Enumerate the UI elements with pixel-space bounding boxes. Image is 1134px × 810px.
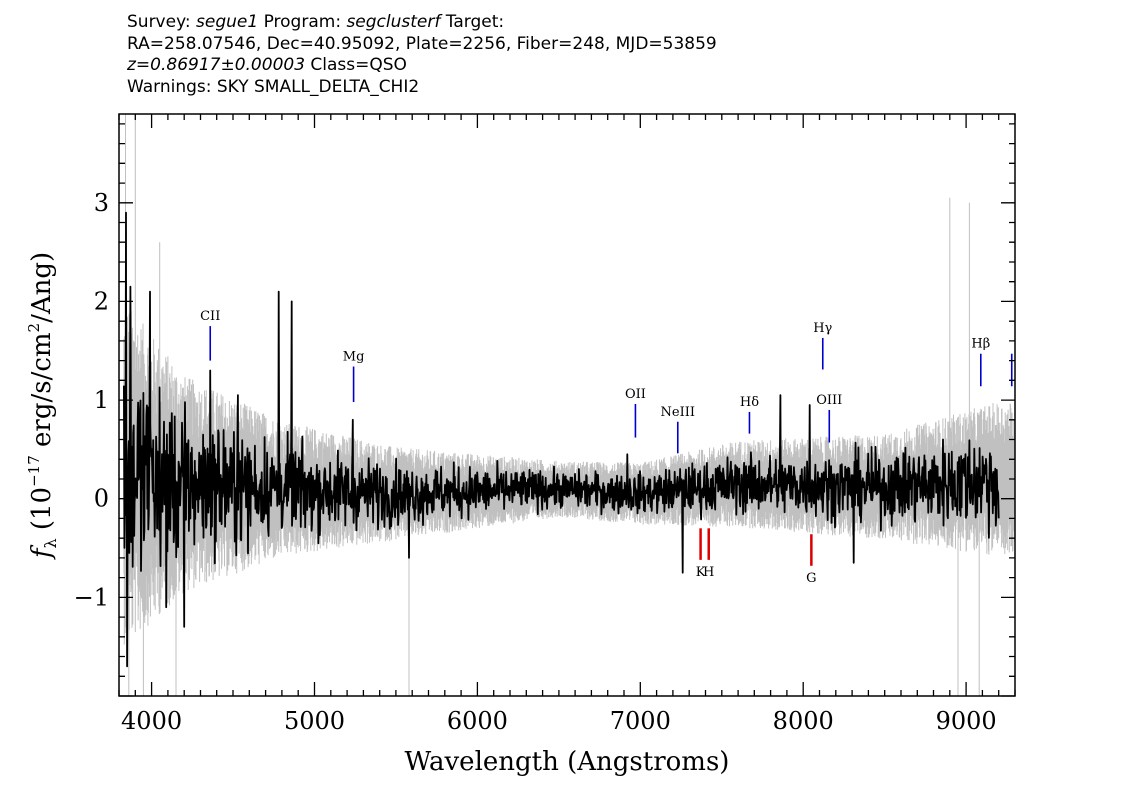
survey-prefix: Survey: [127,12,197,32]
redshift-value: z=0.86917±0.00003 [127,55,306,75]
spectral-line-markers: CII Mg OII NeIII Hδ Hγ OIII Hβ KH G [200,309,1013,586]
emission-line-label: Hγ [813,321,832,336]
emission-line-label: Mg [343,350,365,365]
y-tick-label: 1 [94,386,109,414]
y-tick-labels: −1 0 1 2 3 [74,189,109,612]
absorption-line-label: G [806,571,816,586]
header-line-coords: RA=258.07546, Dec=40.95092, Plate=2256, … [127,33,717,54]
x-tick-label: 5000 [284,707,345,735]
x-tick-label: 8000 [773,707,834,735]
x-tick-label: 6000 [447,707,508,735]
header-line-survey: Survey: segue1 Program: segclusterf Targ… [127,12,717,34]
program-name: segclusterf [346,12,441,32]
flux-line [123,211,1000,668]
emission-line-label: OIII [816,393,842,408]
y-tick-label: 0 [94,485,109,513]
axis-ticks [118,114,1016,697]
header-line-redshift: z=0.86917±0.00003 Class=QSO [127,55,717,77]
flux-series [123,211,1000,668]
x-tick-labels: 4000 5000 6000 7000 8000 9000 [121,707,997,735]
emission-line-label: Hβ [971,337,990,352]
emission-line-label: OII [625,387,646,402]
class-value: Class=QSO [305,55,407,75]
x-tick-label: 9000 [936,707,997,735]
y-tick-label: −1 [74,583,109,611]
emission-line-label: Hδ [740,395,759,410]
y-tick-label: 2 [94,287,109,315]
y-axis-title: fλ (10−17 erg/s/cm2/Ang) [25,252,60,560]
error-series [123,114,1015,696]
error-band [123,114,1015,696]
tick-marks [118,114,1016,697]
x-tick-label: 4000 [121,707,182,735]
header-line-warnings: Warnings: SKY SMALL_DELTA_CHI2 [127,76,420,97]
absorption-line-label: K [696,565,706,580]
spectrum-header: Survey: segue1 Program: segclusterf Targ… [127,12,717,98]
target-label: Target: [440,12,505,32]
x-tick-label: 7000 [610,707,671,735]
x-axis-title: Wavelength (Angstroms) [405,747,730,777]
emission-line-label: NeIII [661,405,695,420]
plot-frame [118,113,1016,697]
y-tick-label: 3 [94,189,109,217]
absorption-line-label: H [703,565,714,580]
survey-name: segue1 [196,12,259,32]
program-prefix: Program: [258,12,347,32]
emission-line-label: CII [200,309,220,324]
